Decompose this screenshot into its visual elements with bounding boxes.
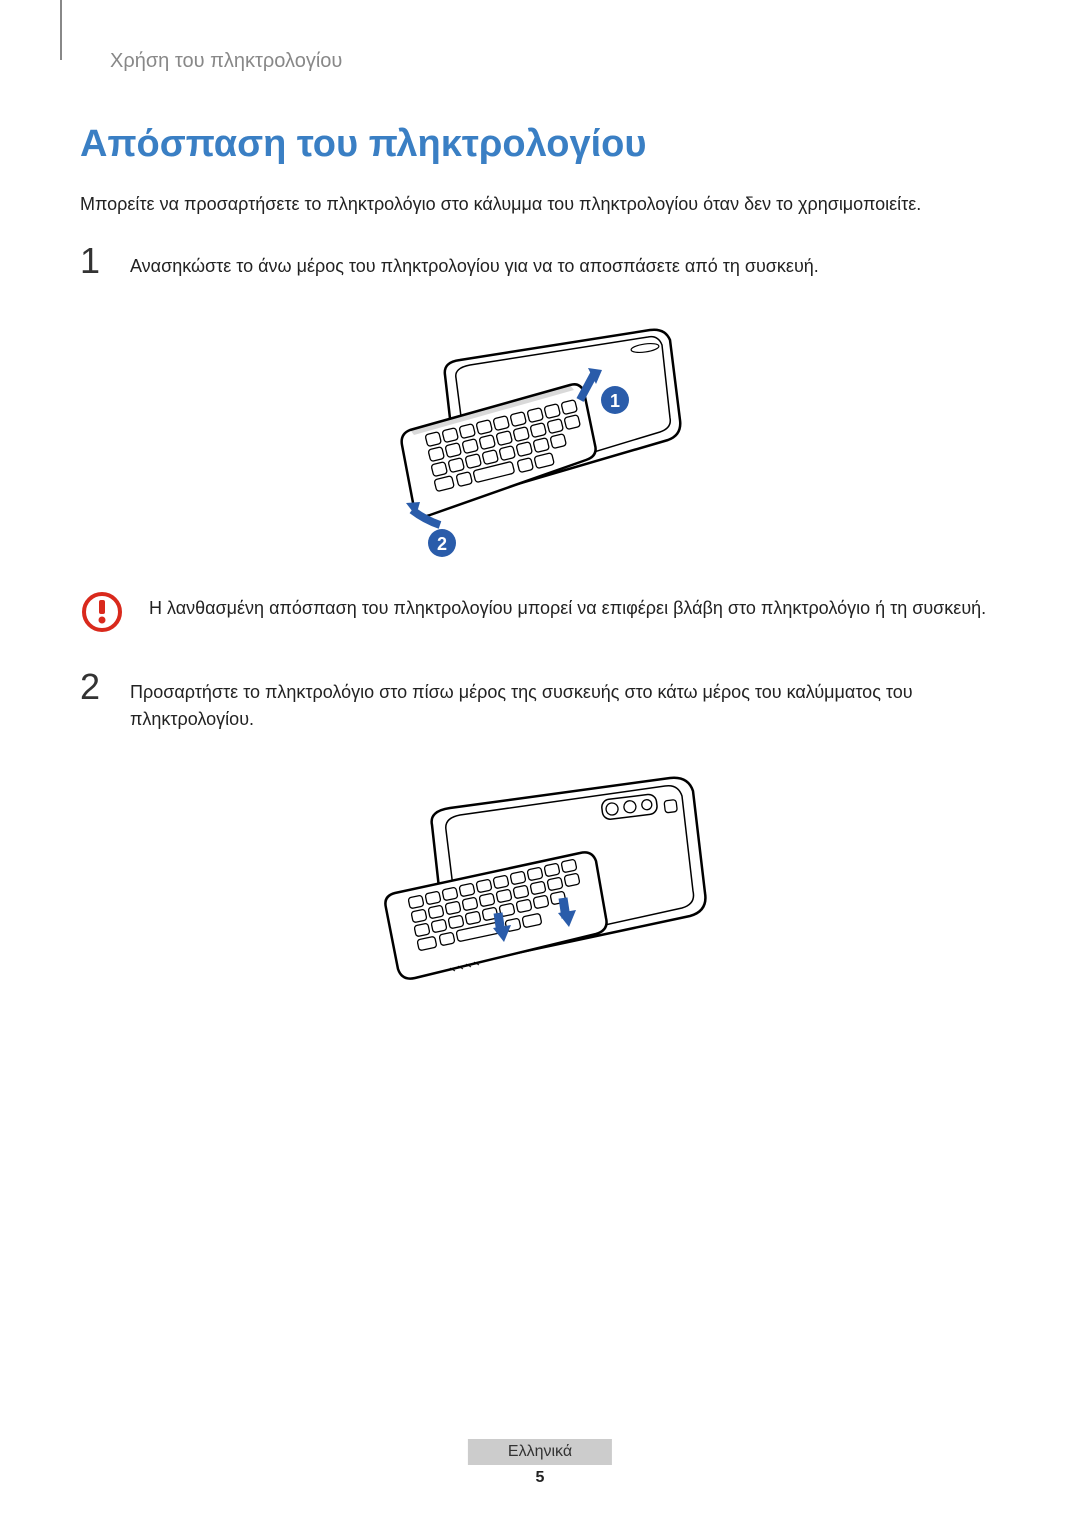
step-2: 2 Προσαρτήστε το πληκτρολόγιο στο πίσω μ… bbox=[80, 669, 1000, 733]
keyboard-attach-illustration bbox=[350, 753, 730, 1003]
footer-page-number: 5 bbox=[468, 1469, 612, 1487]
step-text: Ανασηκώστε το άνω μέρος του πληκτρολογίο… bbox=[130, 243, 819, 280]
step-number: 1 bbox=[80, 243, 110, 279]
badge-2-label: 2 bbox=[437, 534, 447, 554]
warning-text: Η λανθασμένη απόσπαση του πληκτρολογίου … bbox=[149, 590, 986, 622]
header-divider bbox=[60, 0, 62, 60]
intro-paragraph: Μπορείτε να προσαρτήσετε το πληκτρολόγιο… bbox=[80, 191, 1000, 218]
warning-icon bbox=[80, 590, 124, 639]
keyboard-detach-illustration: 1 2 bbox=[370, 300, 710, 560]
step-1: 1 Ανασηκώστε το άνω μέρος του πληκτρολογ… bbox=[80, 243, 1000, 280]
step-number: 2 bbox=[80, 669, 110, 705]
figure-2 bbox=[80, 753, 1000, 1003]
page-title: Απόσπαση του πληκτρολογίου bbox=[80, 123, 1000, 166]
warning-notice: Η λανθασμένη απόσπαση του πληκτρολογίου … bbox=[80, 590, 1000, 639]
step-text: Προσαρτήστε το πληκτρολόγιο στο πίσω μέρ… bbox=[130, 669, 1000, 733]
figure-1: 1 2 bbox=[80, 300, 1000, 560]
page-footer: Ελληνικά 5 bbox=[468, 1439, 612, 1487]
footer-language: Ελληνικά bbox=[468, 1439, 612, 1465]
badge-1-label: 1 bbox=[610, 391, 620, 411]
section-header: Χρήση του πληκτρολογίου bbox=[110, 50, 1000, 73]
